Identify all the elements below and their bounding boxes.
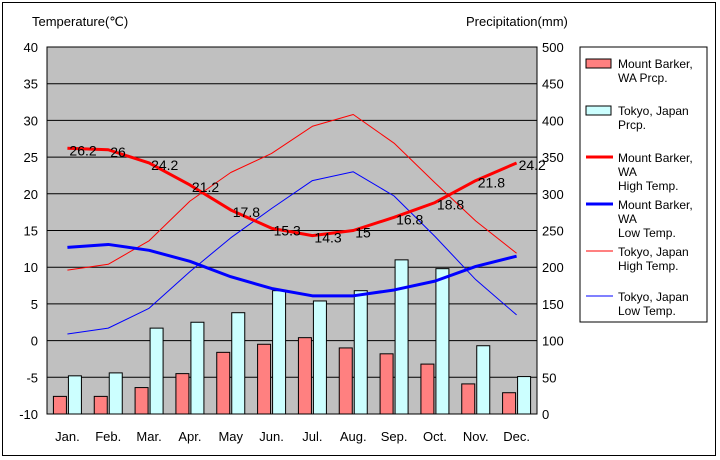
- x-tick-label: Sep.: [381, 429, 408, 444]
- y-left-tick-label: 35: [24, 77, 38, 92]
- y-left-tick-label: 25: [24, 150, 38, 165]
- line-tokyo_low: [67, 171, 517, 335]
- bar-tokyo_precip: [67, 375, 82, 415]
- y-right-tick-label: 300: [542, 187, 564, 202]
- x-tick-label: May: [218, 429, 243, 444]
- legend-label: WA Prcp.: [618, 71, 668, 85]
- line-mb_high: [67, 146, 518, 238]
- data-label: 14.3: [314, 230, 341, 246]
- bar-tokyo_precip: [517, 376, 532, 415]
- bar-mb_precip: [461, 383, 476, 415]
- bar-tokyo_precip: [231, 312, 246, 415]
- bar-tokyo_precip: [353, 290, 368, 415]
- bar-tokyo_precip: [272, 290, 287, 415]
- data-label: 15.3: [274, 222, 301, 238]
- bar-mb_precip: [420, 363, 435, 415]
- data-label: 21.8: [478, 175, 505, 191]
- legend-label: Mount Barker,: [618, 198, 693, 212]
- bar-mb_precip: [93, 395, 108, 415]
- legend-label: Tokyo, Japan: [618, 104, 689, 118]
- legend-label: Low Temp.: [618, 226, 676, 240]
- y-right-tick-label: 50: [542, 370, 556, 385]
- y-left-tick-label: -10: [19, 407, 38, 422]
- y-right-tick-label: 500: [542, 40, 564, 55]
- bar-mb_precip: [257, 343, 272, 415]
- x-tick-label: Jul.: [302, 429, 322, 444]
- y-right-tick-label: 250: [542, 224, 564, 239]
- data-label: 26: [110, 144, 126, 160]
- y-right-tick-label: 0: [542, 407, 549, 422]
- x-tick-label: Apr.: [178, 429, 201, 444]
- legend-label: Mount Barker,: [618, 57, 693, 71]
- legend-swatch-mb_precip: [585, 58, 612, 69]
- data-label: 24.2: [151, 157, 178, 173]
- y-right-tick-label: 350: [542, 150, 564, 165]
- line-mb_low: [67, 242, 517, 298]
- legend-label: WA: [618, 165, 637, 179]
- bar-mb_precip: [216, 351, 231, 415]
- data-label: 16.8: [396, 211, 423, 227]
- x-tick-label: Jun.: [259, 429, 284, 444]
- bar-tokyo_precip: [149, 327, 164, 415]
- chart-frame: [2, 2, 716, 456]
- y-left-tick-label: 5: [31, 297, 38, 312]
- legend-label: Prcp.: [618, 118, 646, 132]
- legend-label: Tokyo, Japan: [618, 290, 689, 304]
- data-label: 24.2: [519, 157, 546, 173]
- bar-mb_precip: [502, 392, 517, 415]
- bar-tokyo_precip: [394, 259, 409, 415]
- x-tick-label: Feb.: [95, 429, 121, 444]
- x-tick-label: Jan.: [55, 429, 80, 444]
- y-left-axis-label: Temperature(℃): [32, 14, 128, 29]
- legend-label: WA: [618, 212, 637, 226]
- y-left-tick-label: 15: [24, 224, 38, 239]
- data-label: 21.2: [192, 179, 219, 195]
- x-tick-label: Oct.: [423, 429, 447, 444]
- y-left-tick-label: 20: [24, 187, 38, 202]
- legend-label: High Temp.: [618, 259, 678, 273]
- bar-mb_precip: [379, 353, 394, 415]
- y-left-tick-label: 40: [24, 40, 38, 55]
- bar-mb_precip: [338, 347, 353, 415]
- x-tick-label: Nov.: [463, 429, 489, 444]
- y-right-tick-label: 150: [542, 297, 564, 312]
- legend-label: High Temp.: [618, 179, 678, 193]
- legend-label: Mount Barker,: [618, 151, 693, 165]
- legend-swatch-tokyo_precip: [585, 105, 612, 116]
- bar-tokyo_precip: [190, 321, 205, 415]
- data-label: 26.2: [69, 142, 96, 158]
- x-tick-label: Aug.: [340, 429, 367, 444]
- y-left-tick-label: -5: [26, 370, 38, 385]
- bar-mb_precip: [52, 395, 67, 415]
- bar-tokyo_precip: [312, 300, 327, 415]
- y-right-tick-label: 100: [542, 334, 564, 349]
- bar-mb_precip: [175, 373, 190, 415]
- legend-box: [579, 46, 708, 323]
- y-right-axis-label: Precipitation(mm): [466, 14, 568, 29]
- y-right-tick-label: 200: [542, 260, 564, 275]
- x-tick-label: Dec.: [503, 429, 530, 444]
- bar-mb_precip: [297, 337, 312, 415]
- y-left-tick-label: 30: [24, 113, 38, 128]
- y-left-tick-label: 10: [24, 260, 38, 275]
- data-label: 17.8: [233, 204, 260, 220]
- x-tick-label: Mar.: [136, 429, 161, 444]
- legend-label: Low Temp.: [618, 304, 676, 318]
- bar-tokyo_precip: [435, 268, 450, 415]
- data-label: 15: [355, 225, 371, 241]
- bar-mb_precip: [134, 387, 149, 415]
- bar-tokyo_precip: [108, 372, 123, 415]
- legend-label: Tokyo, Japan: [618, 245, 689, 259]
- y-right-tick-label: 400: [542, 113, 564, 128]
- bar-tokyo_precip: [476, 345, 491, 415]
- data-label: 18.8: [437, 197, 464, 213]
- y-right-tick-label: 450: [542, 77, 564, 92]
- line-tokyo_high: [67, 114, 517, 271]
- y-left-tick-label: 0: [31, 334, 38, 349]
